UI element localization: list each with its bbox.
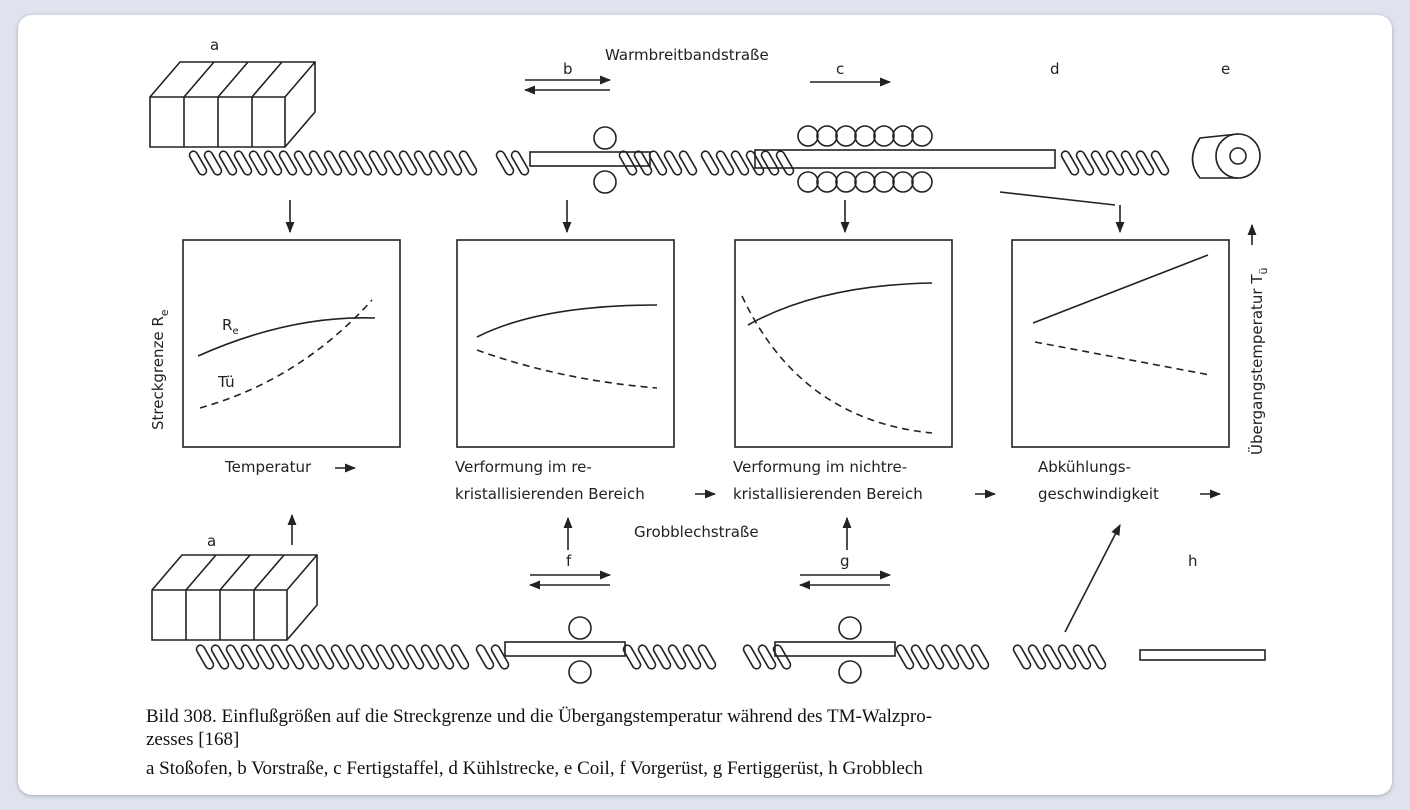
panel	[1012, 240, 1229, 447]
slab	[755, 150, 1055, 168]
x-axis-label: Abkühlungs-	[1038, 458, 1131, 476]
page: a b Warmbreitbandstraße c d e Streckgren…	[0, 0, 1410, 810]
furnace-wall	[184, 62, 214, 147]
x-axis-label: Verformung im nichtre-	[733, 458, 907, 476]
flow-arrow	[1000, 192, 1115, 205]
roll	[594, 171, 616, 193]
caption-line: zesses [168]	[146, 729, 239, 750]
station-label: a	[207, 532, 216, 550]
curve	[477, 305, 657, 337]
coil	[1216, 134, 1260, 178]
roll	[855, 172, 875, 192]
panel	[735, 240, 952, 447]
curve-label: Re	[222, 316, 239, 337]
roll	[839, 661, 861, 683]
x-axis-label: kristallisierenden Bereich	[455, 485, 645, 503]
drawing	[150, 62, 1265, 683]
furnace-wall	[218, 62, 248, 147]
panel	[183, 240, 400, 447]
slab	[530, 152, 650, 166]
y2-axis-label: Übergangstemperatur Tü	[1247, 268, 1270, 456]
curve	[742, 296, 932, 433]
curve-label-text: R	[222, 316, 232, 334]
roll	[817, 126, 837, 146]
roll	[817, 172, 837, 192]
slab	[775, 642, 895, 656]
roll	[798, 172, 818, 192]
coil	[1230, 148, 1246, 164]
curve	[748, 283, 932, 325]
curve-label: Tü	[217, 373, 235, 391]
furnace	[150, 62, 315, 147]
diagram: a b Warmbreitbandstraße c d e Streckgren…	[0, 0, 1410, 810]
roll	[893, 126, 913, 146]
roll	[836, 172, 856, 192]
station-label: a	[210, 36, 219, 54]
station-label: g	[840, 552, 850, 570]
line-title: Warmbreitbandstraße	[605, 46, 769, 64]
x-axis-label: Verformung im re-	[455, 458, 592, 476]
curve	[477, 350, 657, 388]
y2-axis-label-sub: ü	[1257, 268, 1270, 275]
station-label: e	[1221, 60, 1230, 78]
line-title: Grobblechstraße	[634, 523, 759, 541]
plate	[1140, 650, 1265, 660]
curve	[1033, 255, 1208, 323]
caption-line: Bild 308. Einflußgrößen auf die Streckgr…	[146, 706, 932, 727]
roll	[569, 617, 591, 639]
roll	[874, 172, 894, 192]
furnace-wall	[186, 555, 216, 640]
y2-axis-label-text: Übergangstemperatur T	[1247, 274, 1266, 455]
station-label: h	[1188, 552, 1198, 570]
roll	[874, 126, 894, 146]
furnace-wall	[252, 62, 282, 147]
x-axis-label: Temperatur	[224, 458, 312, 476]
roll	[836, 126, 856, 146]
x-axis-label: kristallisierenden Bereich	[733, 485, 923, 503]
flow-arrow	[1065, 525, 1120, 632]
roll	[594, 127, 616, 149]
panel	[457, 240, 674, 447]
furnace	[152, 555, 317, 640]
roll	[569, 661, 591, 683]
station-label: d	[1050, 60, 1060, 78]
furnace-wall	[254, 555, 284, 640]
station-label: c	[836, 60, 844, 78]
y-axis-label-text: Streckgrenze R	[149, 316, 167, 430]
x-axis-label: geschwindigkeit	[1038, 485, 1159, 503]
station-label: f	[566, 552, 572, 570]
roll	[912, 172, 932, 192]
curve-label-sub: e	[232, 326, 238, 337]
roll	[855, 126, 875, 146]
y-axis-label-sub: e	[158, 309, 171, 316]
caption-line: a Stoßofen, b Vorstraße, c Fertigstaffel…	[146, 758, 923, 779]
roll	[839, 617, 861, 639]
y-axis-label: Streckgrenze Re	[149, 309, 171, 430]
furnace-wall	[220, 555, 250, 640]
roll	[798, 126, 818, 146]
slab	[505, 642, 625, 656]
roll	[893, 172, 913, 192]
curve	[1035, 342, 1210, 375]
roll	[912, 126, 932, 146]
station-label: b	[563, 60, 573, 78]
